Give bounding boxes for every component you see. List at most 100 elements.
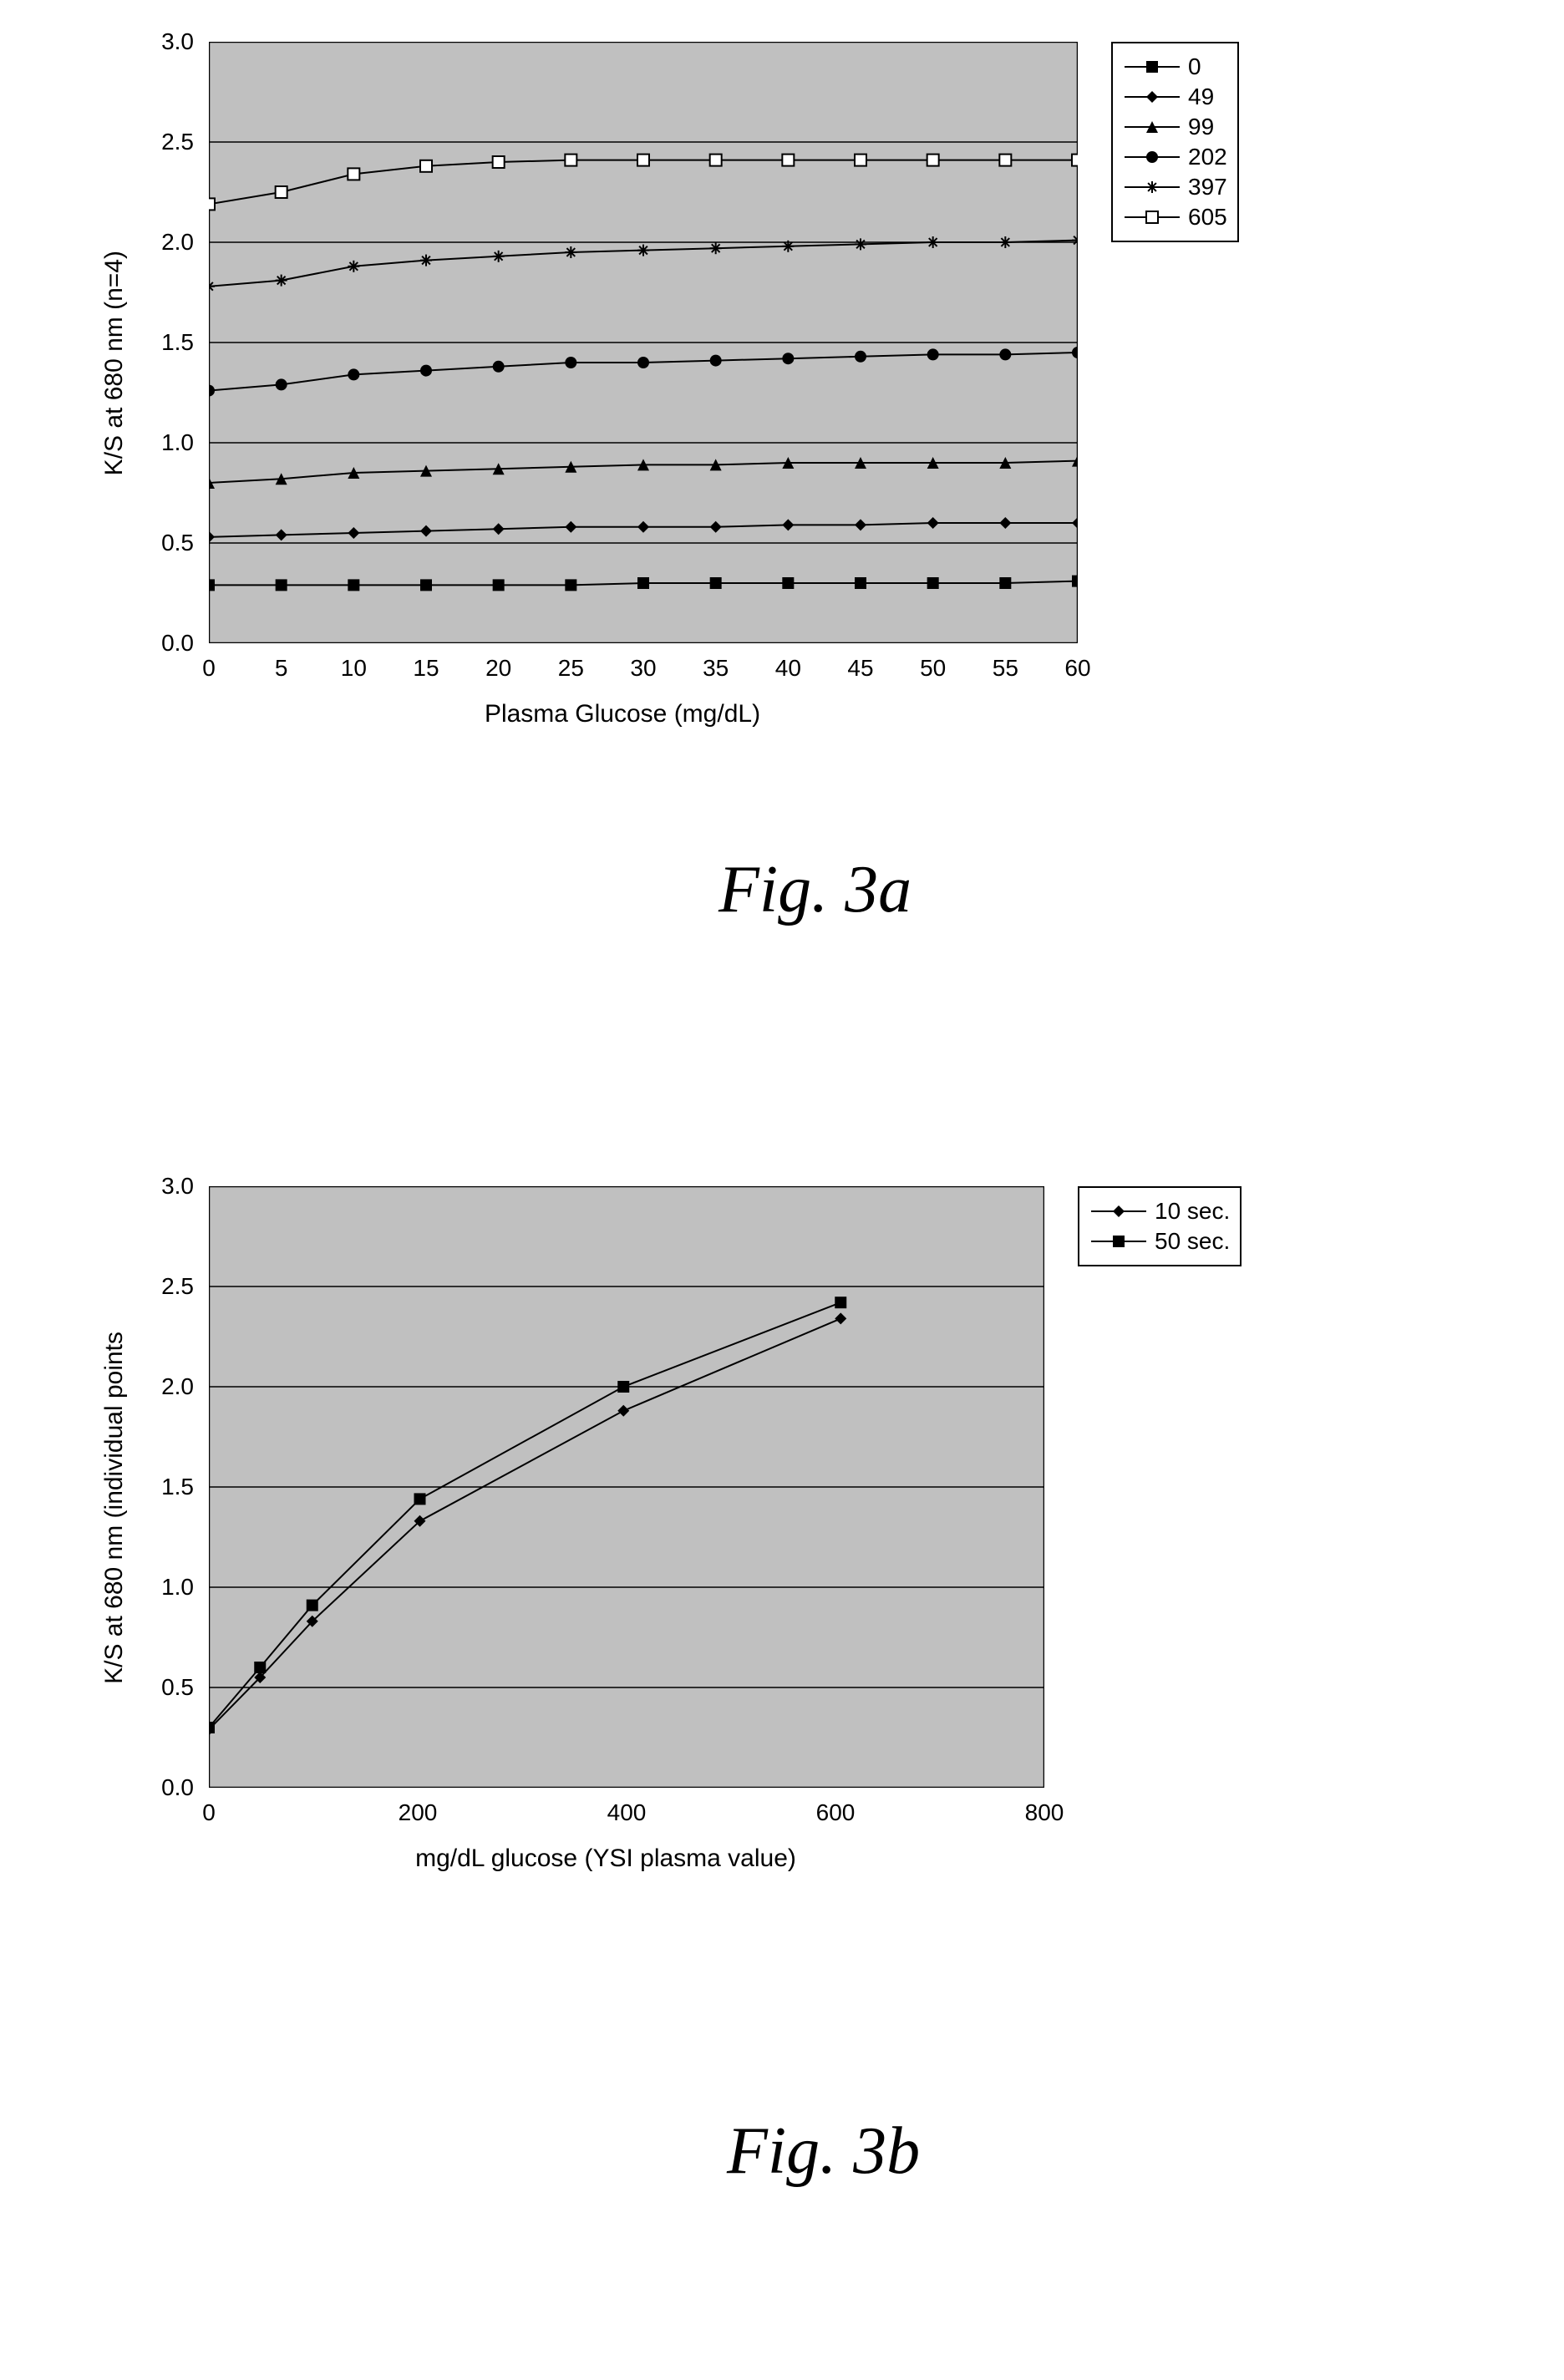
chart_a-series-3-marker [999, 348, 1011, 360]
chart_b-xtick-label: 200 [399, 1799, 438, 1826]
chart_a-series-5-marker [348, 168, 359, 180]
chart_a-xtick-label: 25 [558, 655, 584, 682]
chart_b-series-1-marker [414, 1493, 426, 1505]
chart_a-series-0-marker [493, 579, 505, 591]
chart_a-legend-item: 0 [1123, 53, 1227, 80]
chart_b-series-1-marker [254, 1662, 266, 1673]
chart_b-ytick-label: 1.0 [135, 1574, 194, 1601]
chart_a-series-3-marker [927, 348, 939, 360]
chart_a-xtick-label: 30 [630, 655, 656, 682]
chart_a-xtick-label: 55 [993, 655, 1018, 682]
chart_a-series-0-marker [565, 579, 576, 591]
chart_a-series-3-marker [276, 378, 287, 390]
chart_a-legend-label: 0 [1188, 53, 1201, 80]
chart_a-series-5-marker [565, 155, 576, 166]
chart_a-ylabel: K/S at 680 nm (n=4) [100, 251, 129, 475]
chart_a-series-5-marker [209, 198, 215, 210]
chart_a-series-5-marker [710, 155, 722, 166]
chart_a-legend: 0 49 99 [1111, 42, 1239, 242]
chart_a-ytick-label: 0.5 [135, 530, 194, 556]
chart_a-plot [209, 42, 1078, 643]
chart_a-legend-label: 99 [1188, 114, 1214, 140]
chart_a-series-0-marker [1072, 576, 1078, 587]
chart_a-series-5-marker [637, 155, 649, 166]
chart_b-xlabel: mg/dL glucose (YSI plasma value) [188, 1845, 1023, 1873]
chart_a-ytick-label: 0.0 [135, 630, 194, 657]
chart_b-series-1-marker [617, 1381, 629, 1393]
chart_b-ylabel: K/S at 680 nm (individual points [100, 1332, 129, 1684]
chart_a-series-0-marker [348, 579, 359, 591]
chart_b-xtick-label: 400 [607, 1799, 647, 1826]
chart_a-series-0-marker [209, 579, 215, 591]
chart_a-series-3-marker [855, 351, 866, 363]
chart_b-ytick-label: 2.5 [135, 1273, 194, 1300]
caption_a: Fig. 3a [719, 852, 911, 928]
chart_a-ytick-label: 1.5 [135, 329, 194, 356]
chart_a-series-0-marker [276, 579, 287, 591]
caption_b: Fig. 3b [727, 2114, 920, 2190]
chart_a-ytick-label: 2.5 [135, 129, 194, 155]
chart_b-legend-item: 50 sec. [1089, 1228, 1230, 1255]
chart_a-series-5-marker [855, 155, 866, 166]
chart_a-xtick-label: 60 [1064, 655, 1090, 682]
chart_b-ytick-label: 1.5 [135, 1474, 194, 1500]
chart_b-legend-item: 10 sec. [1089, 1198, 1230, 1225]
chart_a-legend-item: 397 [1123, 174, 1227, 200]
chart_a-series-3-marker [348, 368, 359, 380]
chart_b-series-1-marker [209, 1722, 215, 1733]
chart_a-series-3-marker [710, 355, 722, 367]
chart_b-ytick-label: 0.5 [135, 1674, 194, 1701]
chart_a-series-5-marker [999, 155, 1011, 166]
chart_a-xlabel: Plasma Glucose (mg/dL) [188, 700, 1057, 728]
chart_a-series-3-marker [493, 361, 505, 373]
chart_b-legend-label: 10 sec. [1155, 1198, 1230, 1225]
chart_b-ytick-label: 0.0 [135, 1774, 194, 1801]
chart_a-xtick-label: 45 [847, 655, 873, 682]
chart_b-ytick-label: 3.0 [135, 1173, 194, 1200]
chart_b-legend: 10 sec. 50 sec. [1078, 1186, 1242, 1266]
chart_a-legend-label: 49 [1188, 84, 1214, 110]
chart_a-series-0-marker [420, 579, 432, 591]
chart_a-series-3-marker [782, 353, 794, 364]
chart_a-xtick-label: 0 [202, 655, 216, 682]
chart_a-series-5-marker [782, 155, 794, 166]
chart_a-xtick-label: 35 [703, 655, 729, 682]
chart_a-ytick-label: 2.0 [135, 229, 194, 256]
chart_a-legend-item: 605 [1123, 204, 1227, 231]
chart_b-series-1-marker [835, 1297, 846, 1308]
chart_a-series-0-marker [710, 577, 722, 589]
chart_a-series-5-marker [493, 156, 505, 168]
chart_a-series-5-marker [927, 155, 939, 166]
chart_a-series-5-marker [420, 160, 432, 172]
chart_a-series-0-marker [999, 577, 1011, 589]
chart_b-xtick-label: 0 [202, 1799, 216, 1826]
chart_a-legend-item: 99 [1123, 114, 1227, 140]
chart_a-xtick-label: 40 [775, 655, 801, 682]
chart_a-series-4-marker [276, 275, 287, 287]
chart_a-ytick-label: 3.0 [135, 28, 194, 55]
chart_a-xtick-label: 15 [413, 655, 439, 682]
chart_a-series-3-marker [420, 365, 432, 377]
chart_b-ytick-label: 2.0 [135, 1373, 194, 1400]
chart_b-block: K/S at 680 nm (individual points 0.0 0.5 1… [100, 1186, 1242, 1873]
chart_a-xtick-label: 5 [275, 655, 288, 682]
chart_a-legend-item: 49 [1123, 84, 1227, 110]
chart_a-series-0-marker [782, 577, 794, 589]
chart_a-series-3-marker [565, 357, 576, 368]
chart_b-series-1-marker [307, 1600, 318, 1611]
chart_b-xtick-label: 800 [1025, 1799, 1064, 1826]
chart_a-xtick-label: 50 [920, 655, 946, 682]
chart_a-series-5-marker [1072, 155, 1078, 166]
chart_a-series-3-marker [637, 357, 649, 368]
chart_a-legend-label: 605 [1188, 204, 1227, 231]
chart_a-series-5-marker [276, 186, 287, 198]
chart_a-series-0-marker [855, 577, 866, 589]
chart_a-legend-label: 202 [1188, 144, 1227, 170]
chart_a-block: K/S at 680 nm (n=4) 0.00.51.01.52.02.53.… [100, 42, 1239, 728]
chart_a-xtick-label: 20 [485, 655, 511, 682]
chart_b-xtick-label: 600 [816, 1799, 856, 1826]
chart_a-series-0-marker [927, 577, 939, 589]
chart_a-xtick-label: 10 [341, 655, 367, 682]
chart_a-ytick-label: 1.0 [135, 429, 194, 456]
chart_b-plot [209, 1186, 1044, 1788]
